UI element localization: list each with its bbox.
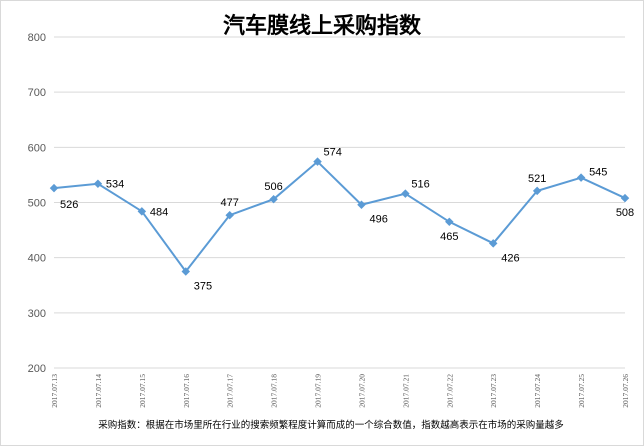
series-line bbox=[53, 160, 626, 274]
data-point bbox=[620, 193, 630, 203]
data-point bbox=[576, 173, 586, 182]
data-label: 496 bbox=[369, 214, 387, 226]
data-point bbox=[49, 183, 59, 193]
x-tick-label: 2017.07.22 bbox=[445, 374, 454, 408]
x-tick-label: 2017.07.17 bbox=[226, 374, 235, 408]
data-point bbox=[225, 210, 234, 220]
data-label: 506 bbox=[264, 181, 282, 193]
data-label: 521 bbox=[528, 173, 546, 185]
data-label: 545 bbox=[589, 167, 607, 179]
x-tick-label: 2017.07.23 bbox=[489, 374, 498, 408]
data-label: 477 bbox=[221, 197, 239, 209]
x-tick-label: 2017.07.18 bbox=[270, 374, 279, 408]
data-point bbox=[401, 189, 410, 198]
x-tick-label: 2017.07.13 bbox=[50, 374, 59, 408]
x-tick-label: 2017.07.14 bbox=[94, 374, 103, 408]
y-tick-label: 300 bbox=[28, 308, 46, 320]
y-tick-label: 800 bbox=[28, 32, 46, 44]
data-label: 484 bbox=[150, 206, 168, 218]
data-label: 526 bbox=[60, 199, 78, 211]
data-point bbox=[488, 239, 498, 248]
data-label: 534 bbox=[106, 179, 124, 191]
data-label: 574 bbox=[324, 147, 342, 159]
data-label: 426 bbox=[501, 252, 519, 264]
x-tick-label: 2017.07.25 bbox=[577, 374, 586, 408]
data-label: 465 bbox=[440, 231, 458, 243]
x-tick-label: 2017.07.16 bbox=[182, 374, 191, 408]
data-label: 375 bbox=[194, 280, 212, 292]
data-point bbox=[445, 217, 454, 227]
data-point bbox=[269, 194, 278, 204]
x-tick-label: 2017.07.26 bbox=[621, 374, 630, 408]
gridlines bbox=[54, 36, 625, 369]
x-tick-label: 2017.07.15 bbox=[138, 374, 147, 408]
y-tick-label: 700 bbox=[28, 87, 46, 99]
data-label: 508 bbox=[616, 207, 634, 219]
y-tick-label: 400 bbox=[28, 253, 46, 265]
data-labels: 526 534 484 375 477 506 574 496 516 465 426 521 545 5… bbox=[60, 147, 634, 293]
x-tick-label: 2017.07.24 bbox=[533, 374, 542, 408]
x-axis-ticks: 2017.07.13 2017.07.14 2017.07.15 2017.07.16… bbox=[50, 374, 630, 408]
y-axis-ticks: 200 300 400 500 600 700 800 bbox=[28, 32, 46, 375]
data-point bbox=[137, 207, 147, 216]
data-label: 516 bbox=[411, 179, 429, 191]
data-point bbox=[181, 267, 191, 276]
data-point bbox=[313, 157, 322, 166]
chart-title: 汽车膜线上采购指数 bbox=[222, 13, 421, 39]
data-point bbox=[357, 200, 366, 209]
y-tick-label: 600 bbox=[28, 142, 46, 154]
y-tick-label: 200 bbox=[28, 363, 46, 375]
x-tick-label: 2017.07.19 bbox=[314, 374, 323, 408]
data-point bbox=[93, 179, 103, 188]
x-tick-label: 2017.07.21 bbox=[401, 374, 410, 408]
x-tick-label: 2017.07.20 bbox=[357, 374, 366, 408]
y-tick-label: 500 bbox=[28, 198, 46, 210]
footnote: 采购指数：根据在市场里所在行业的搜索频繁程度计算而成的一个综合数值，指数越高表示… bbox=[98, 420, 564, 431]
